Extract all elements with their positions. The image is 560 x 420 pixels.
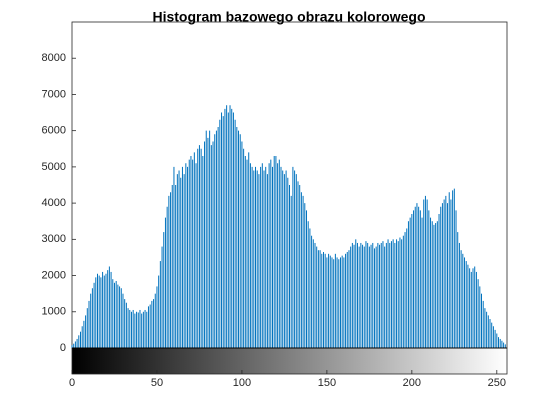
y-tick-label: 8000	[42, 52, 66, 64]
x-tick-label: 0	[69, 377, 75, 389]
x-tick-label: 150	[318, 377, 336, 389]
gray-colorbar	[71, 347, 508, 375]
x-tick-label: 100	[233, 377, 251, 389]
y-tick-label: 0	[60, 342, 66, 354]
x-tick-label: 50	[151, 377, 163, 389]
y-tick-label: 1000	[42, 306, 66, 318]
chart-title: Histogram bazowego obrazu kolorowego	[152, 9, 425, 25]
x-tick-label: 200	[403, 377, 421, 389]
y-tick-label: 4000	[42, 197, 66, 209]
x-tick-label: 250	[488, 377, 506, 389]
y-tick-label: 7000	[42, 88, 66, 100]
y-tick-label: 6000	[42, 125, 66, 137]
y-tick-label: 2000	[42, 269, 66, 281]
y-tick-label: 3000	[42, 233, 66, 245]
y-tick-label: 5000	[42, 161, 66, 173]
